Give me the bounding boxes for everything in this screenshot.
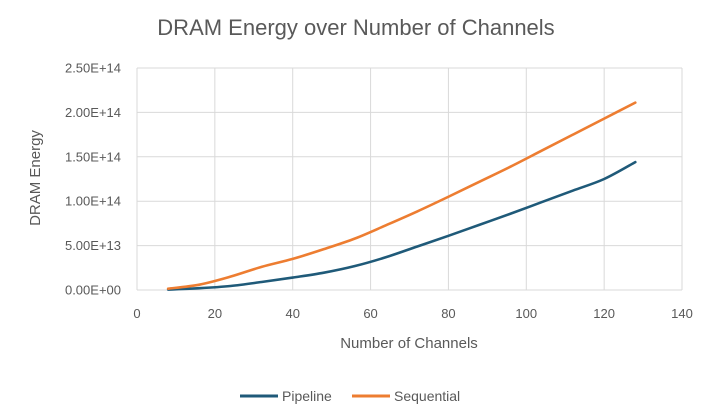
x-tick-label: 120 [593,306,615,321]
y-tick-label: 2.00E+14 [65,105,121,120]
series-line-sequential [166,101,637,290]
y-tick-label: 2.50E+14 [65,61,121,76]
x-tick-label: 20 [208,306,222,321]
y-tick-label: 1.00E+14 [65,194,121,209]
series-lines [166,101,637,291]
y-tick-label: 0.00E+00 [65,283,121,298]
x-tick-label: 0 [133,306,140,321]
x-axis-title: Number of Channels [340,335,478,352]
y-axis-title: DRAM Energy [27,130,44,226]
x-tick-label: 100 [515,306,537,321]
y-tick-label: 5.00E+13 [65,238,121,253]
x-tick-label: 80 [441,306,455,321]
x-tick-label: 140 [671,306,693,321]
legend: Pipeline Sequential [240,388,460,404]
x-axis-ticks: 0 20 40 60 80 100 120 140 [133,306,692,321]
legend-label-pipeline: Pipeline [282,388,332,404]
legend-label-sequential: Sequential [394,388,460,404]
chart-title: DRAM Energy over Number of Channels [157,15,554,40]
series-line-pipeline [166,160,637,291]
y-axis-ticks: 0.00E+00 5.00E+13 1.00E+14 1.50E+14 2.00E+14… [65,61,121,298]
x-tick-label: 40 [285,306,299,321]
y-tick-label: 1.50E+14 [65,149,121,164]
gridlines [136,67,683,291]
x-tick-label: 60 [363,306,377,321]
